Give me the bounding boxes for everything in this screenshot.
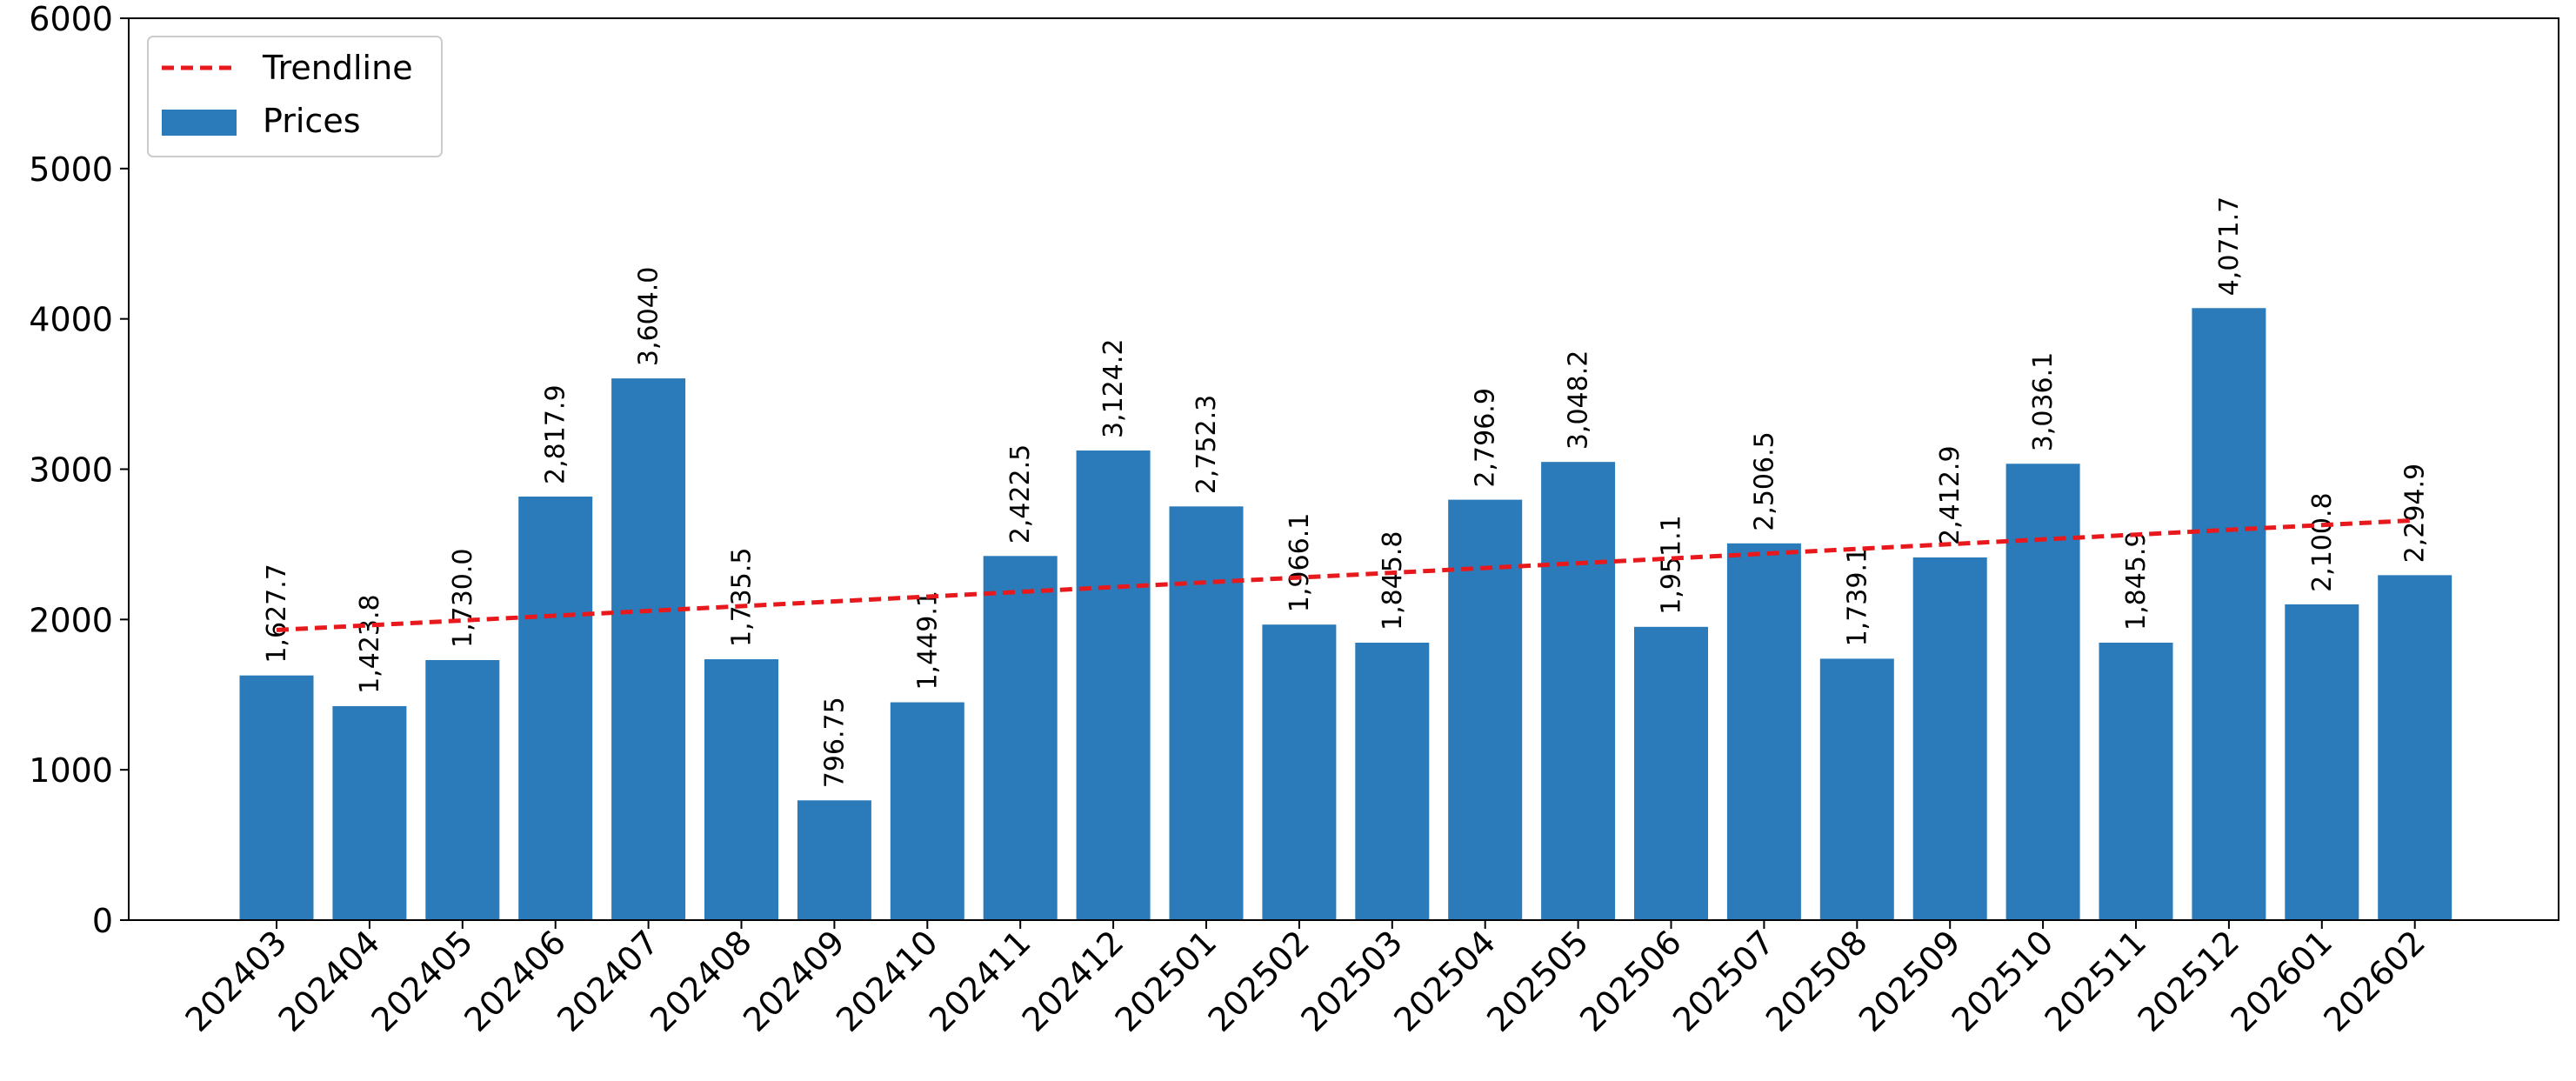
bar-202403 xyxy=(239,675,314,920)
bar-value-label: 1,739.1 xyxy=(1842,547,1872,647)
y-tick-label: 6000 xyxy=(29,0,113,38)
x-tick-label: 202601 xyxy=(2223,923,2339,1039)
bar-labels-layer: 1,627.7 1,423.8 1,730.0 2,817.9 3,604.0 1,735… xyxy=(262,197,2431,789)
bar-value-label: 1,423.8 xyxy=(355,594,385,694)
bar-value-label: 1,627.7 xyxy=(262,564,292,664)
bar-value-label: 3,604.0 xyxy=(634,267,664,367)
bar-202412 xyxy=(1076,450,1151,920)
bar-202602 xyxy=(2378,575,2453,920)
bar-value-label: 3,124.2 xyxy=(1098,339,1129,439)
bar-202506 xyxy=(1634,626,1708,920)
x-tick-label: 202407 xyxy=(550,923,666,1039)
bar-202503 xyxy=(1355,642,1430,920)
bar-value-label: 1,449.1 xyxy=(912,591,943,691)
x-tick-label: 202408 xyxy=(643,923,759,1039)
bar-202410 xyxy=(890,702,964,920)
y-tick-label: 4000 xyxy=(29,301,113,339)
bar-value-label: 3,036.1 xyxy=(2028,352,2059,452)
bar-202512 xyxy=(2192,308,2266,920)
x-tick-label: 202501 xyxy=(1108,923,1225,1039)
x-tick-label: 202502 xyxy=(1201,923,1318,1039)
bars-layer xyxy=(239,308,2453,921)
x-tick-label: 202602 xyxy=(2316,923,2433,1039)
bar-202510 xyxy=(2005,464,2080,920)
x-tick-label: 202509 xyxy=(1852,923,1968,1039)
x-tick-label: 202411 xyxy=(922,923,1038,1039)
bar-value-label: 1,951.1 xyxy=(1657,515,1687,615)
y-tick-label: 5000 xyxy=(29,150,113,189)
x-tick-label: 202504 xyxy=(1386,923,1503,1039)
x-tick-label: 202404 xyxy=(271,923,388,1039)
x-tick-label: 202512 xyxy=(2131,923,2247,1039)
x-tick-label: 202412 xyxy=(1015,923,1131,1039)
bar-value-label: 2,506.5 xyxy=(1749,431,1779,531)
bar-value-label: 2,817.9 xyxy=(541,384,571,484)
bar-202409 xyxy=(797,800,871,920)
bar-value-label: 2,412.9 xyxy=(1935,445,1965,545)
bar-202511 xyxy=(2099,642,2173,920)
x-tick-label: 202409 xyxy=(736,923,852,1039)
bar-value-label: 3,048.2 xyxy=(1564,350,1594,450)
legend-trendline-label: Trendline xyxy=(262,49,413,87)
bar-202504 xyxy=(1448,499,1523,920)
trendline xyxy=(276,517,2415,632)
legend-prices-label: Prices xyxy=(263,102,361,140)
x-tick-label: 202510 xyxy=(1945,923,2061,1039)
x-tick-label: 202511 xyxy=(2038,923,2154,1039)
bar-202601 xyxy=(2285,604,2359,920)
bar-202405 xyxy=(425,659,500,920)
legend: Trendline Prices xyxy=(147,36,443,157)
bar-202507 xyxy=(1726,543,1801,920)
y-axis: 0 1000 2000 3000 4000 5000 6000 xyxy=(29,0,129,940)
x-axis: 2024032024042024052024062024072024082024… xyxy=(178,920,2433,1039)
bar-value-label: 2,752.3 xyxy=(1191,395,1222,495)
bar-value-label: 1,845.8 xyxy=(1378,530,1408,631)
bar-value-label: 1,966.1 xyxy=(1285,513,1315,613)
bar-202411 xyxy=(983,556,1058,920)
bar-value-label: 2,294.9 xyxy=(2400,464,2431,564)
x-tick-label: 202507 xyxy=(1665,923,1782,1039)
x-tick-label: 202405 xyxy=(364,923,480,1039)
bar-value-label: 2,100.8 xyxy=(2307,492,2338,592)
bar-202407 xyxy=(611,378,686,921)
x-tick-label: 202406 xyxy=(457,923,573,1039)
y-tick-label: 1000 xyxy=(29,751,113,790)
bar-202502 xyxy=(1262,624,1337,920)
bar-202508 xyxy=(1819,658,1894,920)
x-tick-label: 202508 xyxy=(1758,923,1875,1039)
y-tick-label: 0 xyxy=(92,902,113,940)
x-tick-label: 202506 xyxy=(1572,923,1689,1039)
bar-value-label: 2,422.5 xyxy=(1005,444,1036,544)
y-tick-label: 3000 xyxy=(29,451,113,490)
bar-202501 xyxy=(1169,506,1244,920)
bar-202406 xyxy=(518,496,593,920)
bar-202505 xyxy=(1541,462,1616,920)
bar-202509 xyxy=(1912,557,1987,920)
x-tick-label: 202503 xyxy=(1293,923,1410,1039)
bar-value-label: 1,735.5 xyxy=(727,548,757,648)
x-tick-label: 202505 xyxy=(1479,923,1596,1039)
bar-202408 xyxy=(704,659,778,920)
legend-prices-swatch xyxy=(162,110,237,136)
trendline-layer xyxy=(276,517,2415,632)
x-tick-label: 202410 xyxy=(829,923,945,1039)
y-tick-label: 2000 xyxy=(29,601,113,639)
bar-value-label: 796.75 xyxy=(819,697,850,788)
bar-value-label: 2,796.9 xyxy=(1471,388,1501,488)
bar-value-label: 1,845.9 xyxy=(2121,530,2152,631)
x-tick-label: 202403 xyxy=(178,923,295,1039)
bar-202404 xyxy=(332,705,407,920)
bar-value-label: 1,730.0 xyxy=(448,548,478,648)
bar-value-label: 4,071.7 xyxy=(2214,197,2245,297)
